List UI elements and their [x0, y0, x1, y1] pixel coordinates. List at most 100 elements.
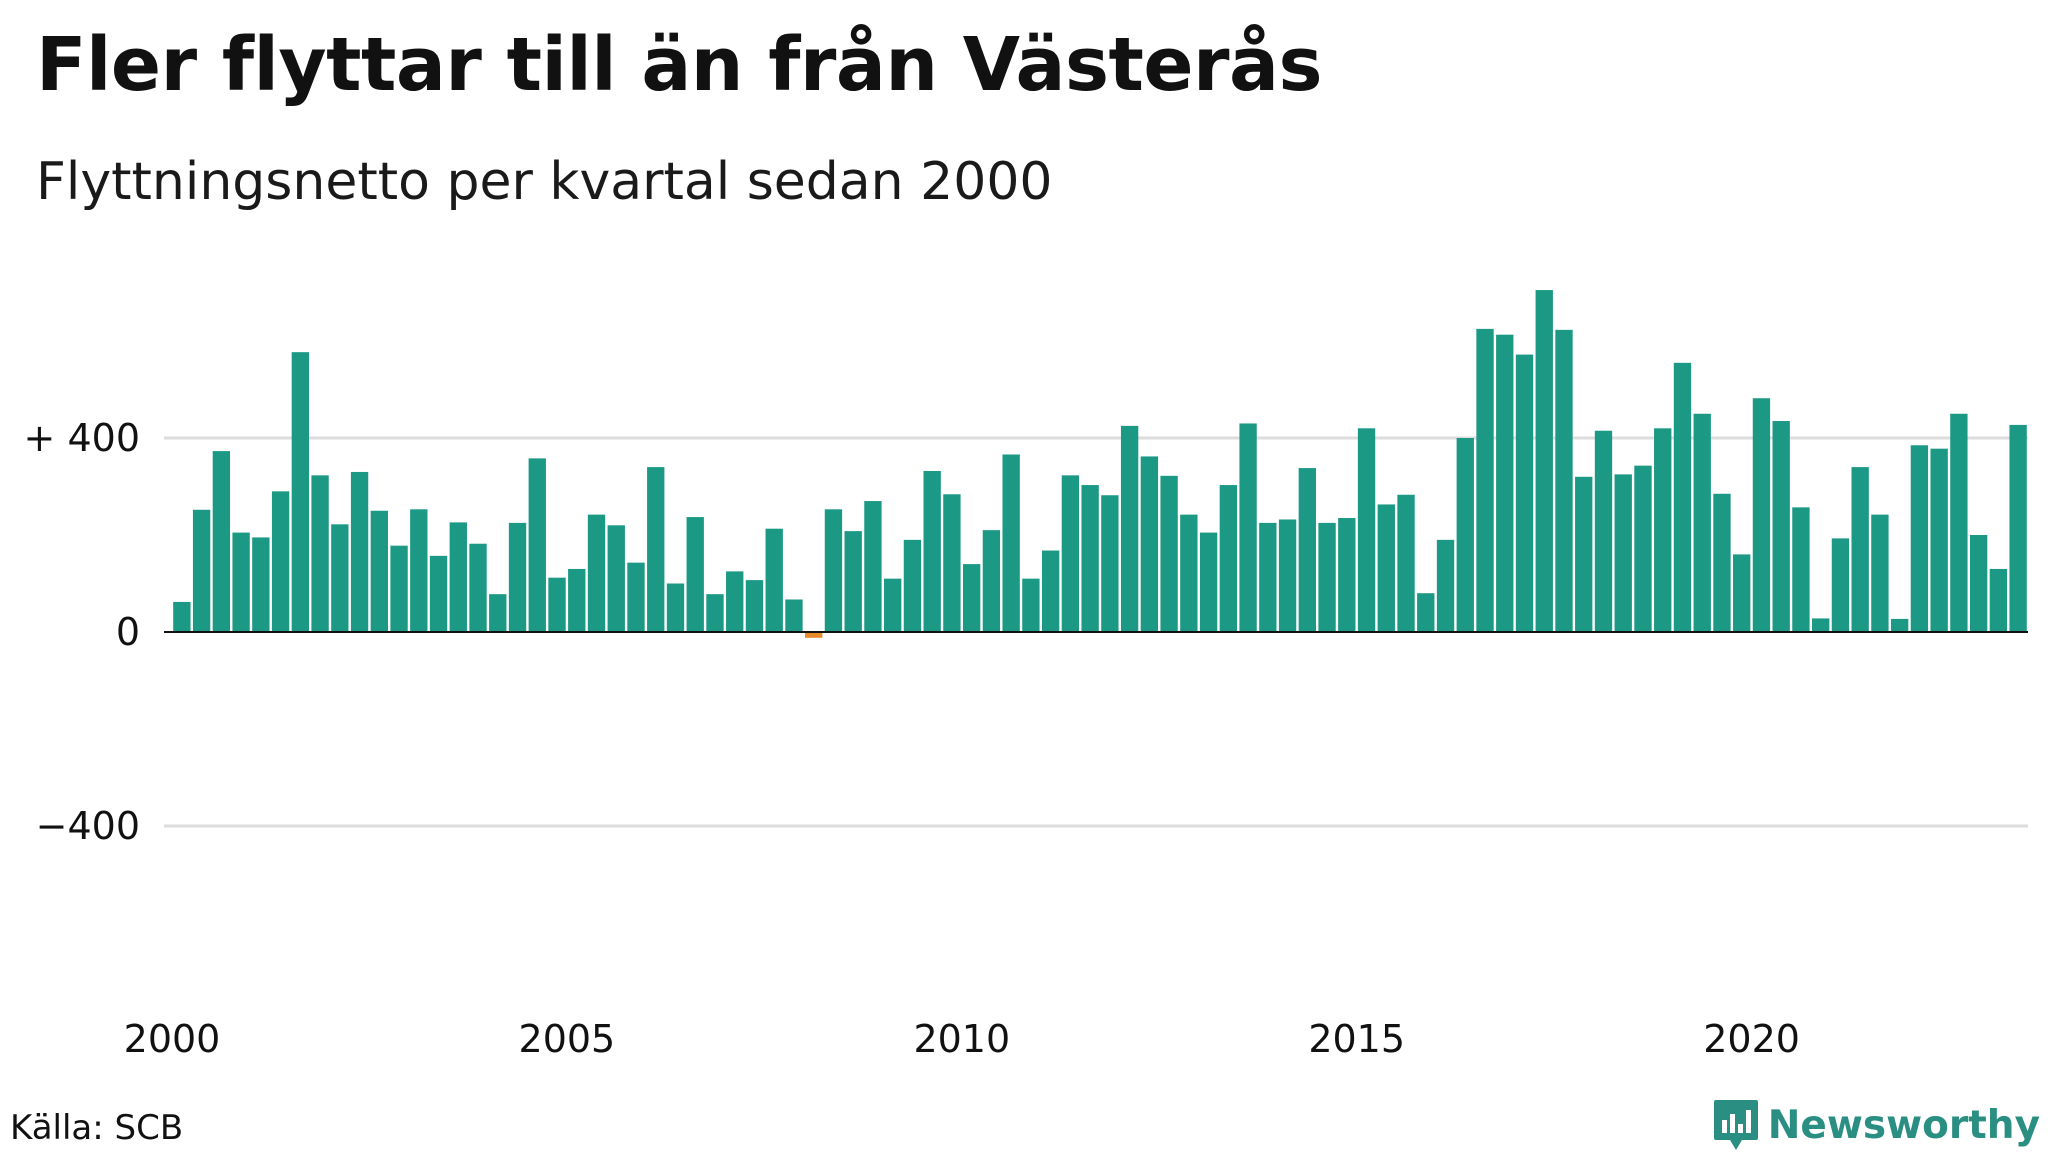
x-tick-label: 2015 [1308, 1017, 1405, 1060]
bar [1476, 328, 1494, 633]
bar [1180, 514, 1198, 632]
bar [1673, 362, 1692, 632]
bar [824, 509, 843, 632]
bar [943, 494, 961, 632]
bar [429, 555, 448, 632]
bar [1713, 493, 1731, 632]
bar [1812, 618, 1830, 632]
bar [1693, 413, 1711, 632]
bar [528, 458, 546, 632]
bar [923, 470, 941, 632]
brand-logo: Newsworthy [1712, 1098, 2040, 1152]
chart-subtitle: Flyttningsnetto per kvartal sedan 2000 [36, 152, 1053, 212]
bar [962, 564, 981, 632]
bar [587, 514, 606, 632]
y-tick-label: + 400 [24, 416, 140, 460]
bar [1930, 448, 1948, 632]
bar [884, 578, 902, 632]
bar [548, 577, 566, 632]
y-tick-label: −400 [36, 804, 140, 848]
x-tick-label: 2005 [519, 1017, 616, 1060]
bar [1061, 475, 1080, 633]
bar [864, 501, 882, 632]
bar [508, 522, 527, 633]
bar [785, 599, 803, 632]
bar [1377, 504, 1395, 632]
x-tick-label: 2020 [1703, 1017, 1800, 1060]
chart-title: Fler flyttar till än från Västerås [36, 22, 1323, 108]
bar [1772, 421, 1790, 632]
bar [647, 467, 665, 632]
bar [765, 528, 783, 632]
bar [726, 571, 744, 633]
bar [1969, 535, 1988, 632]
bar [1634, 465, 1652, 632]
bar [1041, 550, 1060, 632]
x-tick-label: 2000 [124, 1017, 221, 1060]
bar [1239, 423, 1257, 632]
bar [1989, 568, 2008, 632]
bar [331, 524, 349, 632]
bar [1654, 428, 1672, 632]
bar [1515, 354, 1534, 632]
bar [449, 522, 467, 632]
bars [173, 290, 2027, 638]
bar [1575, 476, 1593, 632]
bar [903, 539, 922, 632]
bar [2009, 424, 2027, 632]
bar [469, 543, 487, 632]
bar [1219, 485, 1238, 632]
newsworthy-logo-icon [1713, 1100, 1758, 1150]
bar [745, 580, 764, 632]
bar [1496, 334, 1514, 632]
bar [232, 532, 250, 632]
bar [1022, 578, 1040, 632]
bar [1752, 398, 1771, 632]
bar [1278, 519, 1297, 632]
bar [1338, 518, 1356, 632]
bar [1594, 430, 1613, 633]
bar [173, 601, 191, 632]
bar [1890, 618, 1909, 632]
bar [1871, 514, 1889, 632]
bar [1199, 532, 1218, 632]
bar [311, 475, 329, 633]
bar [1910, 445, 1929, 632]
bar [1417, 593, 1435, 632]
bar [1357, 428, 1376, 632]
bar [1555, 329, 1573, 632]
bar [1851, 467, 1869, 632]
bar [805, 632, 823, 638]
bar [1733, 554, 1751, 632]
bar [489, 594, 507, 632]
bar [1140, 456, 1159, 632]
bar [1397, 494, 1415, 632]
bar [568, 568, 586, 632]
bar-chart: + 400 0 −400 2000 2005 2010 2015 2020 [24, 290, 2028, 1060]
bar [1298, 468, 1316, 632]
bar [1792, 507, 1810, 632]
bar [192, 509, 211, 632]
bar [982, 530, 1001, 632]
bar [1101, 495, 1119, 632]
brand-name: Newsworthy [1767, 1102, 2040, 1148]
bar [370, 510, 388, 632]
bar [1950, 413, 1968, 632]
bar [350, 471, 369, 632]
bar [1318, 522, 1336, 633]
bar [1614, 474, 1632, 633]
bar [686, 517, 704, 632]
bar [252, 537, 270, 632]
bar [1160, 475, 1178, 632]
source-note: Källa: SCB [10, 1108, 184, 1148]
bar [627, 562, 645, 632]
bar [607, 525, 625, 632]
y-tick-label: 0 [116, 610, 140, 654]
bar [271, 491, 290, 632]
bar [1081, 485, 1099, 632]
gridlines [164, 436, 2028, 828]
bar [410, 509, 428, 632]
bar [1120, 425, 1139, 633]
bar [706, 594, 724, 632]
bar [212, 451, 231, 633]
